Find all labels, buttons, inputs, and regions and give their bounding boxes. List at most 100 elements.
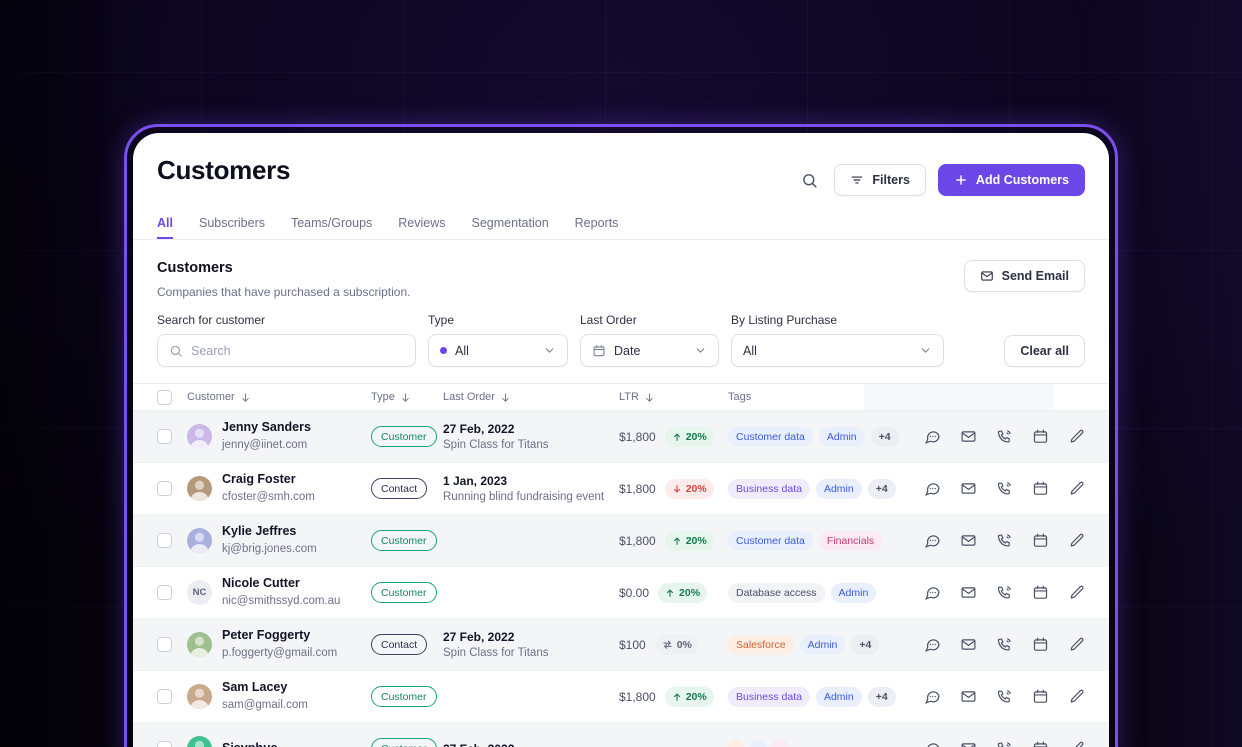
edit-icon[interactable] xyxy=(1068,480,1085,497)
chat-icon[interactable] xyxy=(924,636,941,653)
clear-all-button[interactable]: Clear all xyxy=(1004,335,1085,367)
arrow-down-icon xyxy=(646,392,653,402)
phone-icon[interactable] xyxy=(996,532,1013,549)
search-input[interactable]: Search xyxy=(157,334,416,367)
row-checkbox[interactable] xyxy=(157,481,172,496)
phone-icon[interactable] xyxy=(996,636,1013,653)
table-row[interactable]: Kylie Jeffres kj@brig.jones.com Customer… xyxy=(133,515,1109,567)
edit-icon[interactable] xyxy=(1068,428,1085,445)
col-last-order[interactable]: Last Order xyxy=(443,391,619,403)
row-checkbox[interactable] xyxy=(157,429,172,444)
tag-badge[interactable]: Admin xyxy=(815,478,862,499)
tag-badge[interactable]: +4 xyxy=(870,426,899,447)
phone-icon[interactable] xyxy=(996,740,1013,747)
calendar-icon[interactable] xyxy=(1032,428,1049,445)
row-select-cell xyxy=(157,429,187,444)
mail-icon[interactable] xyxy=(960,688,977,705)
table-row[interactable]: Sam Lacey sam@gmail.com Customer $1,800 … xyxy=(133,671,1109,723)
edit-icon[interactable] xyxy=(1068,584,1085,601)
tab-teams-groups[interactable]: Teams/Groups xyxy=(290,216,373,230)
tab-segmentation[interactable]: Segmentation xyxy=(471,216,549,230)
chat-icon[interactable] xyxy=(924,688,941,705)
table-row[interactable]: Jenny Sanders jenny@iinet.com Customer 2… xyxy=(133,411,1109,463)
row-checkbox[interactable] xyxy=(157,741,172,747)
tag-badge[interactable]: Financials xyxy=(818,530,883,551)
mail-icon[interactable] xyxy=(960,584,977,601)
chat-icon[interactable] xyxy=(924,428,941,445)
type-select[interactable]: All xyxy=(428,334,568,367)
phone-icon[interactable] xyxy=(996,688,1013,705)
calendar-icon[interactable] xyxy=(1032,584,1049,601)
edit-icon[interactable] xyxy=(1068,740,1085,747)
edit-icon[interactable] xyxy=(1068,636,1085,653)
col-ltr[interactable]: LTR xyxy=(619,391,728,403)
tag-badge[interactable]: Admin xyxy=(830,582,877,603)
filters-button[interactable]: Filters xyxy=(834,164,926,196)
add-customers-label: Add Customers xyxy=(975,173,1069,187)
mail-icon[interactable] xyxy=(960,480,977,497)
calendar-icon[interactable] xyxy=(1032,532,1049,549)
tag-badge[interactable]: Database access xyxy=(728,582,825,603)
calendar-icon[interactable] xyxy=(1032,636,1049,653)
last-order-select[interactable]: Date xyxy=(580,334,719,367)
tag-badge[interactable]: Customer data xyxy=(728,530,813,551)
add-customers-button[interactable]: Add Customers xyxy=(937,164,1085,196)
tag-badge[interactable] xyxy=(750,738,766,747)
mail-icon[interactable] xyxy=(960,740,977,747)
chat-icon[interactable] xyxy=(924,740,941,747)
table-row[interactable]: Sisyphus Customer 27 Feb, 2022 xyxy=(133,723,1109,747)
row-actions xyxy=(910,428,1085,445)
tag-badge[interactable]: Business data xyxy=(728,686,810,707)
row-checkbox[interactable] xyxy=(157,585,172,600)
phone-icon[interactable] xyxy=(996,480,1013,497)
tag-badge[interactable]: Admin xyxy=(815,686,862,707)
send-email-button[interactable]: Send Email xyxy=(963,260,1085,292)
tag-badge[interactable]: Salesforce xyxy=(728,634,794,655)
trend-badge: 20% xyxy=(664,686,714,707)
tag-badge[interactable]: Business data xyxy=(728,478,810,499)
tag-badge[interactable]: Customer data xyxy=(728,426,813,447)
tab-all[interactable]: All xyxy=(157,216,173,239)
col-type[interactable]: Type xyxy=(371,391,443,403)
select-all-checkbox[interactable] xyxy=(157,389,172,405)
phone-icon[interactable] xyxy=(996,584,1013,601)
phone-icon[interactable] xyxy=(996,428,1013,445)
calendar-icon[interactable] xyxy=(1032,480,1049,497)
tag-badge[interactable] xyxy=(772,738,788,747)
tag-badge[interactable]: +4 xyxy=(867,686,896,707)
tag-badge[interactable]: +4 xyxy=(851,634,880,655)
tag-badge[interactable]: +4 xyxy=(867,478,896,499)
mail-icon[interactable] xyxy=(960,428,977,445)
table-row[interactable]: NC Nicole Cutter nic@smithssyd.com.au Cu… xyxy=(133,567,1109,619)
chat-icon[interactable] xyxy=(924,532,941,549)
edit-icon[interactable] xyxy=(1068,688,1085,705)
table-row[interactable]: Craig Foster cfoster@smh.com Contact 1 J… xyxy=(133,463,1109,515)
tags-cell: Customer data Admin +4 xyxy=(728,426,910,447)
calendar-icon[interactable] xyxy=(1032,688,1049,705)
row-checkbox[interactable] xyxy=(157,637,172,652)
customer-email: nic@smithssyd.com.au xyxy=(222,594,341,607)
edit-icon[interactable] xyxy=(1068,532,1085,549)
ltr-cell: $1,800 20% xyxy=(619,478,728,499)
tab-subscribers[interactable]: Subscribers xyxy=(198,216,265,230)
listing-select[interactable]: All xyxy=(731,334,944,367)
col-customer[interactable]: Customer xyxy=(187,391,371,403)
calendar-icon[interactable] xyxy=(1032,740,1049,747)
type-dot-icon xyxy=(440,347,447,354)
mail-icon[interactable] xyxy=(960,636,977,653)
row-checkbox[interactable] xyxy=(157,533,172,548)
tag-badge[interactable] xyxy=(728,738,744,747)
customer-email: kj@brig.jones.com xyxy=(222,542,317,555)
chat-icon[interactable] xyxy=(924,584,941,601)
tab-reports[interactable]: Reports xyxy=(574,216,619,230)
chat-icon[interactable] xyxy=(924,480,941,497)
tag-badge[interactable]: Admin xyxy=(818,426,865,447)
table-row[interactable]: Peter Foggerty p.foggerty@gmail.com Cont… xyxy=(133,619,1109,671)
arrow-down-icon xyxy=(502,392,509,402)
tag-badge[interactable]: Admin xyxy=(799,634,846,655)
tab-reviews[interactable]: Reviews xyxy=(398,216,446,230)
type-cell: Customer xyxy=(371,686,443,707)
search-icon[interactable] xyxy=(796,167,822,193)
mail-icon[interactable] xyxy=(960,532,977,549)
row-checkbox[interactable] xyxy=(157,689,172,704)
